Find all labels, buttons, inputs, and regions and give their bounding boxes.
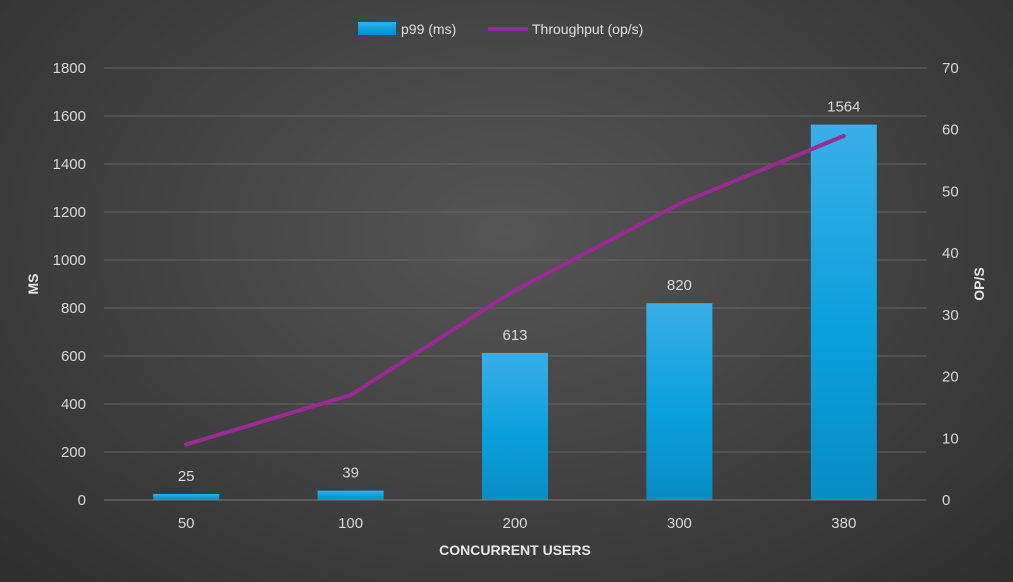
bar [482, 352, 548, 500]
bar-series [153, 124, 877, 500]
gridlines [104, 67, 926, 501]
bar [317, 490, 384, 500]
bar [153, 494, 220, 500]
bar-data-label: 820 [667, 277, 692, 294]
bar-data-label: 25 [178, 468, 195, 485]
y-tick-label: 1600 [53, 108, 86, 125]
bar [810, 124, 877, 500]
y2-tick-label: 30 [942, 307, 959, 324]
legend-label-throughput: Throughput (op/s) [532, 21, 643, 37]
y-tick-label: 600 [61, 348, 86, 365]
bar-data-label: 39 [342, 465, 359, 482]
bar-data-label: 1564 [827, 99, 860, 116]
y2-axis-title: OP/S [971, 267, 987, 300]
y2-tick-label: 60 [942, 122, 959, 139]
legend-label-p99: p99 (ms) [401, 21, 456, 37]
x-tick-label: 50 [178, 515, 195, 532]
y2-tick-label: 50 [942, 183, 959, 200]
y-tick-label: 400 [61, 396, 86, 413]
y-axis-title: MS [25, 274, 41, 295]
x-tick-label: 100 [338, 515, 363, 532]
line-series [184, 133, 846, 447]
y2-tick-label: 70 [942, 60, 959, 77]
y-tick-label: 1200 [53, 204, 86, 221]
x-tick-label: 380 [831, 515, 856, 532]
bar-data-label: 613 [502, 327, 527, 344]
y-tick-label: 800 [61, 300, 86, 317]
y2-tick-label: 20 [942, 369, 959, 386]
axes: 0 200 400 600 800 1000 1200 1400 1600 1800 0 10 20 30… [53, 60, 959, 532]
bar [646, 303, 713, 500]
y2-tick-label: 40 [942, 245, 959, 262]
y-tick-label: 200 [61, 444, 86, 461]
y2-tick-label: 10 [942, 430, 959, 447]
legend: p99 (ms) Throughput (op/s) [358, 21, 643, 37]
y-tick-label: 1400 [53, 156, 86, 173]
y-tick-label: 1800 [53, 60, 86, 77]
x-tick-label: 200 [502, 515, 527, 532]
y-tick-label: 0 [78, 492, 86, 509]
y2-tick-label: 0 [942, 492, 950, 509]
data-labels: 25 39 613 820 1564 [178, 99, 861, 485]
y-tick-label: 1000 [53, 252, 86, 269]
legend-swatch-p99 [358, 22, 396, 35]
x-axis-title: CONCURRENT USERS [439, 542, 591, 558]
x-tick-label: 300 [667, 515, 692, 532]
